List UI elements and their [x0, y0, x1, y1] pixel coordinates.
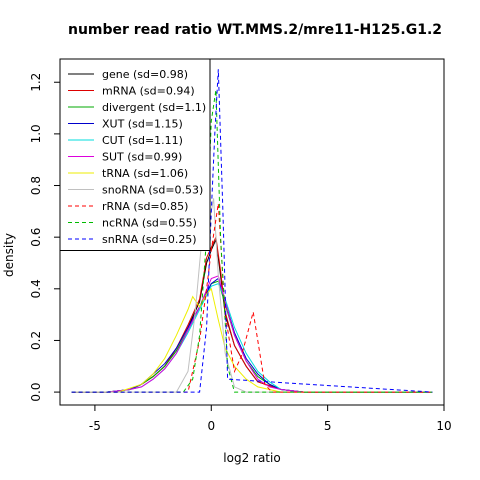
y-tick-label: 0.0: [29, 383, 43, 402]
legend-label-7: snoRNA (sd=0.53): [102, 184, 203, 197]
y-tick-label: 0.4: [29, 279, 43, 298]
legend-label-9: ncRNA (sd=0.55): [102, 217, 197, 230]
chart-title: number read ratio WT.MMS.2/mre11-H125.G1…: [68, 22, 442, 38]
legend-label-5: SUT (sd=0.99): [102, 151, 182, 164]
x-axis-label: log2 ratio: [223, 451, 280, 465]
legend: gene (sd=0.98) mRNA (sd=0.94) divergent (s…: [59, 58, 211, 251]
legend-label-8: rRNA (sd=0.85): [102, 200, 188, 213]
legend-label-4: CUT (sd=1.11): [102, 134, 183, 147]
y-axis: 0.0 0.2 0.4 0.6 0.8 1.0 1.2: [29, 73, 60, 402]
x-tick-label: -5: [89, 419, 101, 433]
legend-label-3: XUT (sd=1.15): [102, 118, 183, 131]
legend-label-0: gene (sd=0.98): [102, 68, 188, 81]
x-tick-label: 5: [324, 419, 332, 433]
y-tick-label: 0.8: [29, 176, 43, 195]
x-axis: -5 0 5 10: [89, 405, 452, 433]
series-line-10: [71, 69, 433, 393]
legend-label-2: divergent (sd=1.1): [102, 101, 206, 114]
x-tick-label: 0: [207, 419, 215, 433]
y-tick-label: 0.2: [29, 331, 43, 350]
y-tick-label: 0.6: [29, 228, 43, 247]
series-lines: [71, 69, 433, 393]
y-tick-label: 1.2: [29, 73, 43, 92]
series-line-8: [71, 203, 433, 393]
series-line-6: [71, 287, 433, 393]
legend-label-10: snRNA (sd=0.25): [102, 233, 197, 246]
x-tick-label: 10: [436, 419, 451, 433]
y-tick-label: 1.0: [29, 124, 43, 143]
legend-label-6: tRNA (sd=1.06): [102, 167, 188, 180]
series-line-5: [71, 275, 433, 393]
y-axis-label: density: [2, 233, 16, 277]
legend-label-1: mRNA (sd=0.94): [102, 85, 195, 98]
